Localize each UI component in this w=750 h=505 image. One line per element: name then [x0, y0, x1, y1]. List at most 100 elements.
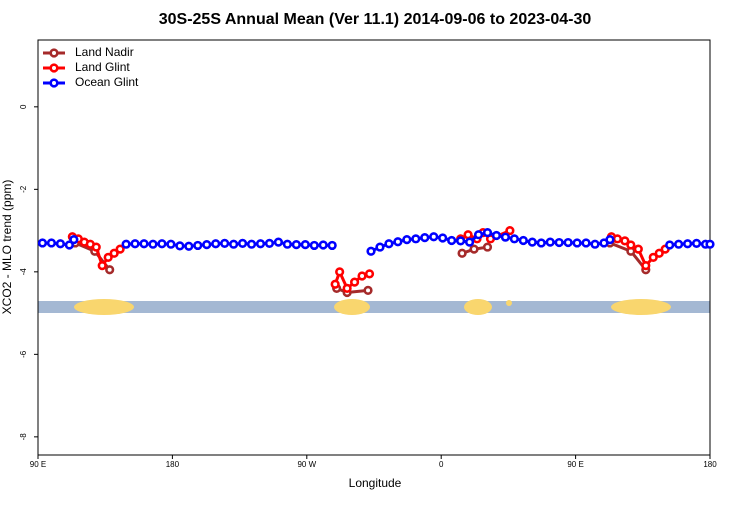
point [375, 242, 385, 252]
point [402, 235, 412, 245]
point [69, 235, 79, 245]
chart-title: 30S-25S Annual Mean (Ver 11.1) 2014-09-0… [159, 11, 592, 28]
point [330, 279, 340, 289]
point [211, 239, 221, 249]
point [500, 232, 511, 242]
point [527, 237, 537, 247]
legend-label: Land Nadir [75, 45, 134, 59]
land [464, 299, 492, 315]
point [349, 277, 360, 287]
point [473, 230, 484, 240]
point [237, 238, 248, 248]
x-tick-label: 90 E [30, 460, 46, 469]
point [536, 238, 546, 248]
point [37, 238, 48, 248]
point [342, 283, 352, 293]
point [166, 239, 176, 249]
point [457, 248, 467, 258]
point [184, 241, 194, 251]
point [469, 244, 479, 254]
point [273, 237, 284, 247]
point [229, 239, 239, 249]
y-tick-label: -6 [19, 350, 28, 358]
point [447, 235, 457, 246]
legend-label: Land Glint [75, 60, 130, 74]
point [590, 239, 600, 249]
point [420, 232, 430, 243]
point [384, 239, 394, 249]
point [648, 252, 658, 263]
point [255, 239, 266, 249]
point [491, 230, 502, 241]
point [620, 236, 630, 246]
y-tick-label: -4 [19, 268, 28, 276]
y-tick-label: -2 [19, 185, 28, 193]
point [482, 242, 493, 252]
land [74, 299, 134, 315]
point [411, 234, 421, 244]
point [300, 240, 310, 250]
point [109, 248, 119, 258]
point [220, 238, 230, 248]
point [633, 244, 643, 254]
point [518, 235, 528, 246]
land [334, 299, 370, 315]
point [327, 240, 337, 251]
point [572, 238, 582, 248]
point [157, 239, 167, 249]
y-tick-label: 0 [19, 104, 28, 109]
legend-marker [49, 63, 59, 73]
point [175, 241, 185, 251]
point [393, 237, 403, 247]
point [193, 240, 203, 251]
point [691, 238, 702, 248]
point [105, 265, 115, 275]
point [554, 237, 564, 248]
legend-marker [49, 48, 59, 58]
legend-marker [49, 78, 59, 88]
point [674, 239, 684, 249]
point [605, 235, 615, 245]
point [115, 244, 125, 254]
point [366, 246, 376, 256]
point [612, 234, 623, 244]
point [654, 248, 664, 258]
point [121, 239, 131, 249]
point [464, 237, 475, 247]
x-axis-label: Longitude [349, 476, 402, 490]
point [626, 240, 636, 250]
point [463, 230, 473, 240]
x-tick-label: 0 [439, 460, 444, 469]
point [363, 285, 373, 296]
x-tick-label: 180 [166, 460, 180, 469]
point [545, 237, 555, 247]
point [264, 238, 275, 248]
point [563, 237, 573, 248]
point [705, 239, 715, 249]
point [291, 240, 301, 250]
band [38, 301, 710, 313]
y-axis-label: XCO2 - MLO trend (ppm) [0, 180, 14, 315]
series-line [336, 286, 369, 294]
point [91, 242, 101, 252]
point [318, 240, 328, 250]
point [665, 240, 675, 250]
point [97, 261, 107, 271]
x-tick-label: 90 W [297, 460, 316, 469]
point [130, 239, 140, 249]
point [202, 240, 212, 250]
land-band [38, 299, 710, 315]
y-tick-label: -8 [19, 433, 28, 441]
point [364, 269, 375, 279]
point [357, 271, 367, 281]
point [55, 239, 66, 249]
x-tick-label: 90 E [567, 460, 583, 469]
point [309, 240, 319, 251]
point [581, 238, 591, 248]
point [46, 238, 57, 248]
point [335, 267, 345, 277]
point [139, 239, 149, 249]
point [482, 228, 493, 238]
x-tick-label: 180 [703, 460, 717, 469]
